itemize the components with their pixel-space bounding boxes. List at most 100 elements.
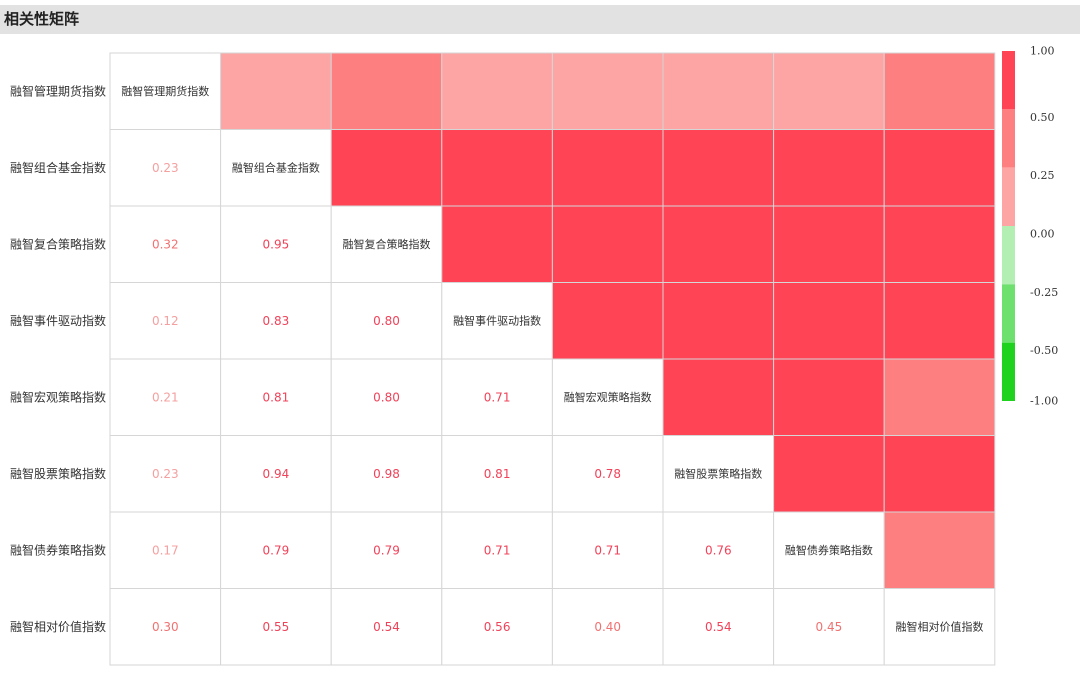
color-scale-tick: 0.00 (1030, 228, 1055, 241)
heatmap-cell (773, 282, 885, 360)
heatmap-cell (551, 435, 664, 513)
value-label: 0.81 (484, 467, 511, 481)
heatmap-cell (441, 358, 553, 436)
heatmap-cell (220, 511, 332, 589)
heatmap-cell (441, 435, 553, 513)
color-scale-tick: -1.00 (1030, 395, 1058, 408)
color-scale-tick: 0.25 (1030, 169, 1055, 182)
row-label: 融智组合基金指数 (10, 160, 106, 175)
heatmap-cell (551, 282, 664, 360)
color-scale-tick: 1.00 (1030, 45, 1055, 58)
heatmap-cell (441, 129, 553, 207)
heatmap-cell (330, 588, 443, 666)
heatmap-cell (109, 435, 222, 513)
row-label: 融智债券策略指数 (10, 542, 106, 557)
heatmap-cell (109, 52, 222, 130)
color-scale-bin (1002, 284, 1015, 343)
chart-title: 相关性矩阵 (0, 5, 1080, 34)
heatmap-cell (662, 588, 775, 666)
heatmap-cells: 融智管理期货指数 0.23 融智组合基金指数 0.32 0.95 融智复合策略指数 0.12… (109, 52, 996, 666)
value-label: 0.83 (263, 314, 290, 328)
heatmap-cell (109, 588, 222, 666)
diagonal-label: 融智债券策略指数 (785, 543, 873, 557)
heatmap-cell (551, 129, 664, 207)
row-label: 融智股票策略指数 (10, 466, 106, 481)
value-label: 0.40 (594, 620, 621, 634)
value-label: 0.95 (263, 237, 290, 251)
value-label: 0.79 (263, 543, 290, 557)
heatmap-cell (773, 511, 885, 589)
heatmap-cell (220, 52, 332, 130)
heatmap-cell (883, 282, 996, 360)
heatmap-cell (330, 435, 443, 513)
heatmap-cell (220, 282, 332, 360)
heatmap-cell (883, 52, 996, 130)
value-label: 0.21 (152, 390, 179, 404)
heatmap-cell (662, 282, 775, 360)
heatmap-cell (883, 205, 996, 283)
value-label: 0.76 (705, 543, 732, 557)
heatmap-cell (662, 511, 775, 589)
heatmap-cell (330, 52, 443, 130)
color-scale-tick: -0.25 (1030, 286, 1058, 299)
diagonal-label: 融智股票策略指数 (674, 466, 762, 480)
heatmap-cell (109, 511, 222, 589)
value-label: 0.71 (484, 390, 511, 404)
color-scale-bin (1002, 167, 1015, 226)
value-label: 0.71 (594, 543, 621, 557)
heatmap-cell (883, 129, 996, 207)
value-label: 0.80 (373, 390, 400, 404)
value-label: 0.81 (263, 390, 290, 404)
value-label: 0.12 (152, 314, 179, 328)
row-label: 融智事件驱动指数 (10, 313, 106, 328)
heatmap-cell (662, 205, 775, 283)
row-label: 融智宏观策略指数 (10, 389, 106, 404)
heatmap-cell (773, 205, 885, 283)
value-label: 0.80 (373, 314, 400, 328)
diagonal-label: 融智管理期货指数 (121, 84, 209, 98)
heatmap-cell (441, 511, 553, 589)
color-scale-bin (1002, 51, 1015, 110)
value-label: 0.54 (373, 620, 400, 634)
value-label: 0.32 (152, 237, 179, 251)
diagonal-label: 融智宏观策略指数 (564, 390, 652, 404)
diagonal-label: 融智组合基金指数 (232, 160, 320, 174)
value-label: 0.55 (263, 620, 290, 634)
heatmap-cell (773, 358, 885, 436)
heatmap-cell (883, 588, 996, 666)
value-label: 0.23 (152, 467, 179, 481)
value-label: 0.30 (152, 620, 179, 634)
color-scale-legend: 1.00 0.50 0.25 0.00 -0.25 -0.50 -1.00 (1002, 45, 1058, 408)
heatmap-cell (883, 435, 996, 513)
heatmap-cell (220, 435, 332, 513)
heatmap-cell (551, 511, 664, 589)
diagonal-label: 融智复合策略指数 (343, 237, 431, 251)
heatmap-cell (773, 52, 885, 130)
heatmap-cell (330, 129, 443, 207)
row-label: 融智复合策略指数 (10, 236, 106, 251)
heatmap-cell (773, 588, 885, 666)
value-label: 0.78 (594, 467, 621, 481)
color-scale-bin (1002, 226, 1015, 285)
color-scale-bin (1002, 109, 1015, 168)
heatmap-cell (441, 588, 553, 666)
diagonal-label: 融智相对价值指数 (896, 619, 984, 633)
color-scale-tick: -0.50 (1030, 344, 1058, 357)
row-label: 融智管理期货指数 (10, 83, 106, 98)
heatmap-cell (441, 205, 553, 283)
heatmap-cell (551, 205, 664, 283)
value-label: 0.54 (705, 620, 732, 634)
row-labels: 融智管理期货指数融智组合基金指数融智复合策略指数融智事件驱动指数融智宏观策略指数… (10, 83, 106, 634)
heatmap-cell (883, 511, 996, 589)
heatmap-cell (330, 511, 443, 589)
value-label: 0.45 (816, 620, 843, 634)
heatmap-cell (883, 358, 996, 436)
heatmap-cell (773, 129, 885, 207)
heatmap-cell (551, 588, 664, 666)
diagonal-label: 融智事件驱动指数 (453, 313, 541, 327)
row-label: 融智相对价值指数 (10, 619, 106, 634)
value-label: 0.56 (484, 620, 511, 634)
color-scale-tick: 0.50 (1030, 111, 1055, 124)
value-label: 0.79 (373, 543, 400, 557)
